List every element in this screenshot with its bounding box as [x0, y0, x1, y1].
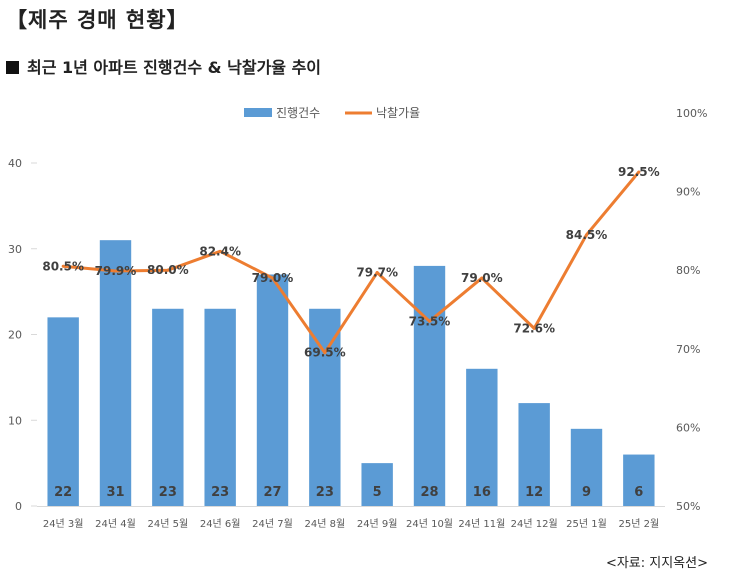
line-point — [61, 264, 65, 268]
legend-swatch-bar — [244, 108, 272, 117]
x-axis-tick-label: 25년 2월 — [618, 518, 659, 530]
legend-label-line: 낙찰가율 — [376, 106, 420, 120]
line-point — [637, 170, 641, 174]
line-point — [480, 276, 484, 280]
line-point — [532, 326, 536, 330]
x-axis-tick-label: 24년 8월 — [304, 518, 345, 530]
left-axis-tick-label: 20 — [8, 329, 22, 342]
line-point — [375, 271, 379, 275]
line-value-label: 79.0% — [252, 271, 294, 285]
x-axis-tick-label: 24년 9월 — [357, 518, 398, 530]
bar-value-label: 23 — [159, 485, 177, 500]
x-axis-tick-label: 24년 6월 — [200, 518, 241, 530]
bar-value-label: 27 — [263, 485, 281, 500]
x-axis-tick-label: 25년 1월 — [566, 518, 607, 530]
right-axis-tick-label: 70% — [676, 343, 700, 356]
chart-title-text: 최근 1년 아파트 진행건수 & 낙찰가율 추이 — [27, 58, 322, 77]
right-axis-tick-label: 60% — [676, 421, 700, 434]
bar-value-label: 6 — [634, 485, 643, 500]
bar-value-label: 5 — [373, 485, 382, 500]
x-axis-tick-label: 24년 4월 — [95, 518, 136, 530]
line-point — [323, 351, 327, 355]
bar — [466, 368, 498, 506]
left-axis-tick-label: 30 — [8, 243, 22, 256]
left-axis-tick-label: 0 — [15, 500, 22, 513]
x-axis-tick-label: 24년 11월 — [458, 518, 505, 530]
bar — [47, 317, 79, 506]
line-point — [585, 233, 588, 237]
line-value-label: 69.5% — [304, 346, 346, 360]
line-point — [218, 249, 222, 253]
right-axis-tick-label: 80% — [676, 264, 700, 277]
left-axis-tick-label: 40 — [8, 157, 22, 170]
bar — [570, 428, 603, 506]
line-point — [271, 276, 274, 280]
page-title: 【제주 경매 현황】 — [6, 8, 189, 32]
bar-value-label: 22 — [54, 485, 72, 500]
bar-value-label: 31 — [106, 485, 124, 500]
bar — [413, 265, 446, 506]
bar — [99, 240, 132, 507]
line-value-label: 79.9% — [95, 264, 137, 278]
x-axis-tick-label: 24년 3월 — [43, 518, 84, 530]
chart-title: 최근 1년 아파트 진행건수 & 낙찰가율 추이 — [6, 54, 321, 78]
line-value-label: 73.5% — [409, 314, 451, 328]
square-bullet-icon — [6, 61, 19, 74]
left-axis-tick-label: 10 — [8, 414, 22, 427]
bar — [309, 308, 341, 506]
line-value-label: 84.5% — [566, 228, 608, 242]
line-value-label: 80.0% — [147, 263, 189, 277]
legend-label-bar: 진행건수 — [276, 105, 320, 120]
right-axis-tick-label: 100% — [676, 107, 707, 120]
line-value-label: 72.6% — [513, 321, 555, 335]
bar — [256, 274, 289, 506]
source-note: <자료: 지지옥션> — [605, 556, 708, 571]
line-series-path — [63, 170, 640, 355]
bar-value-label: 23 — [316, 485, 334, 500]
bar — [152, 308, 184, 506]
x-axis-tick-label: 24년 7월 — [252, 518, 293, 530]
bar-value-label: 28 — [420, 485, 438, 500]
bar-value-label: 12 — [525, 485, 543, 500]
line-value-label: 92.5% — [618, 165, 660, 179]
bar-value-label: 9 — [582, 485, 591, 500]
line-value-label: 79.0% — [461, 271, 503, 285]
bar — [623, 454, 655, 506]
right-axis-tick-label: 50% — [676, 500, 700, 513]
line-point — [166, 268, 170, 272]
bar-value-label: 23 — [211, 485, 229, 500]
bar — [361, 463, 393, 506]
x-axis-tick-label: 24년 12월 — [511, 518, 558, 530]
bar — [518, 403, 550, 506]
line-value-label: 82.4% — [199, 244, 241, 258]
bar-value-label: 16 — [473, 485, 491, 500]
right-axis-tick-label: 90% — [676, 186, 700, 199]
line-value-label: 80.5% — [42, 259, 84, 273]
line-point — [428, 319, 431, 323]
x-axis-tick-label: 24년 10월 — [406, 518, 453, 530]
line-point — [114, 269, 117, 273]
line-value-label: 79.7% — [356, 266, 398, 280]
bar — [204, 308, 236, 506]
x-axis-tick-label: 24년 5월 — [147, 518, 188, 530]
